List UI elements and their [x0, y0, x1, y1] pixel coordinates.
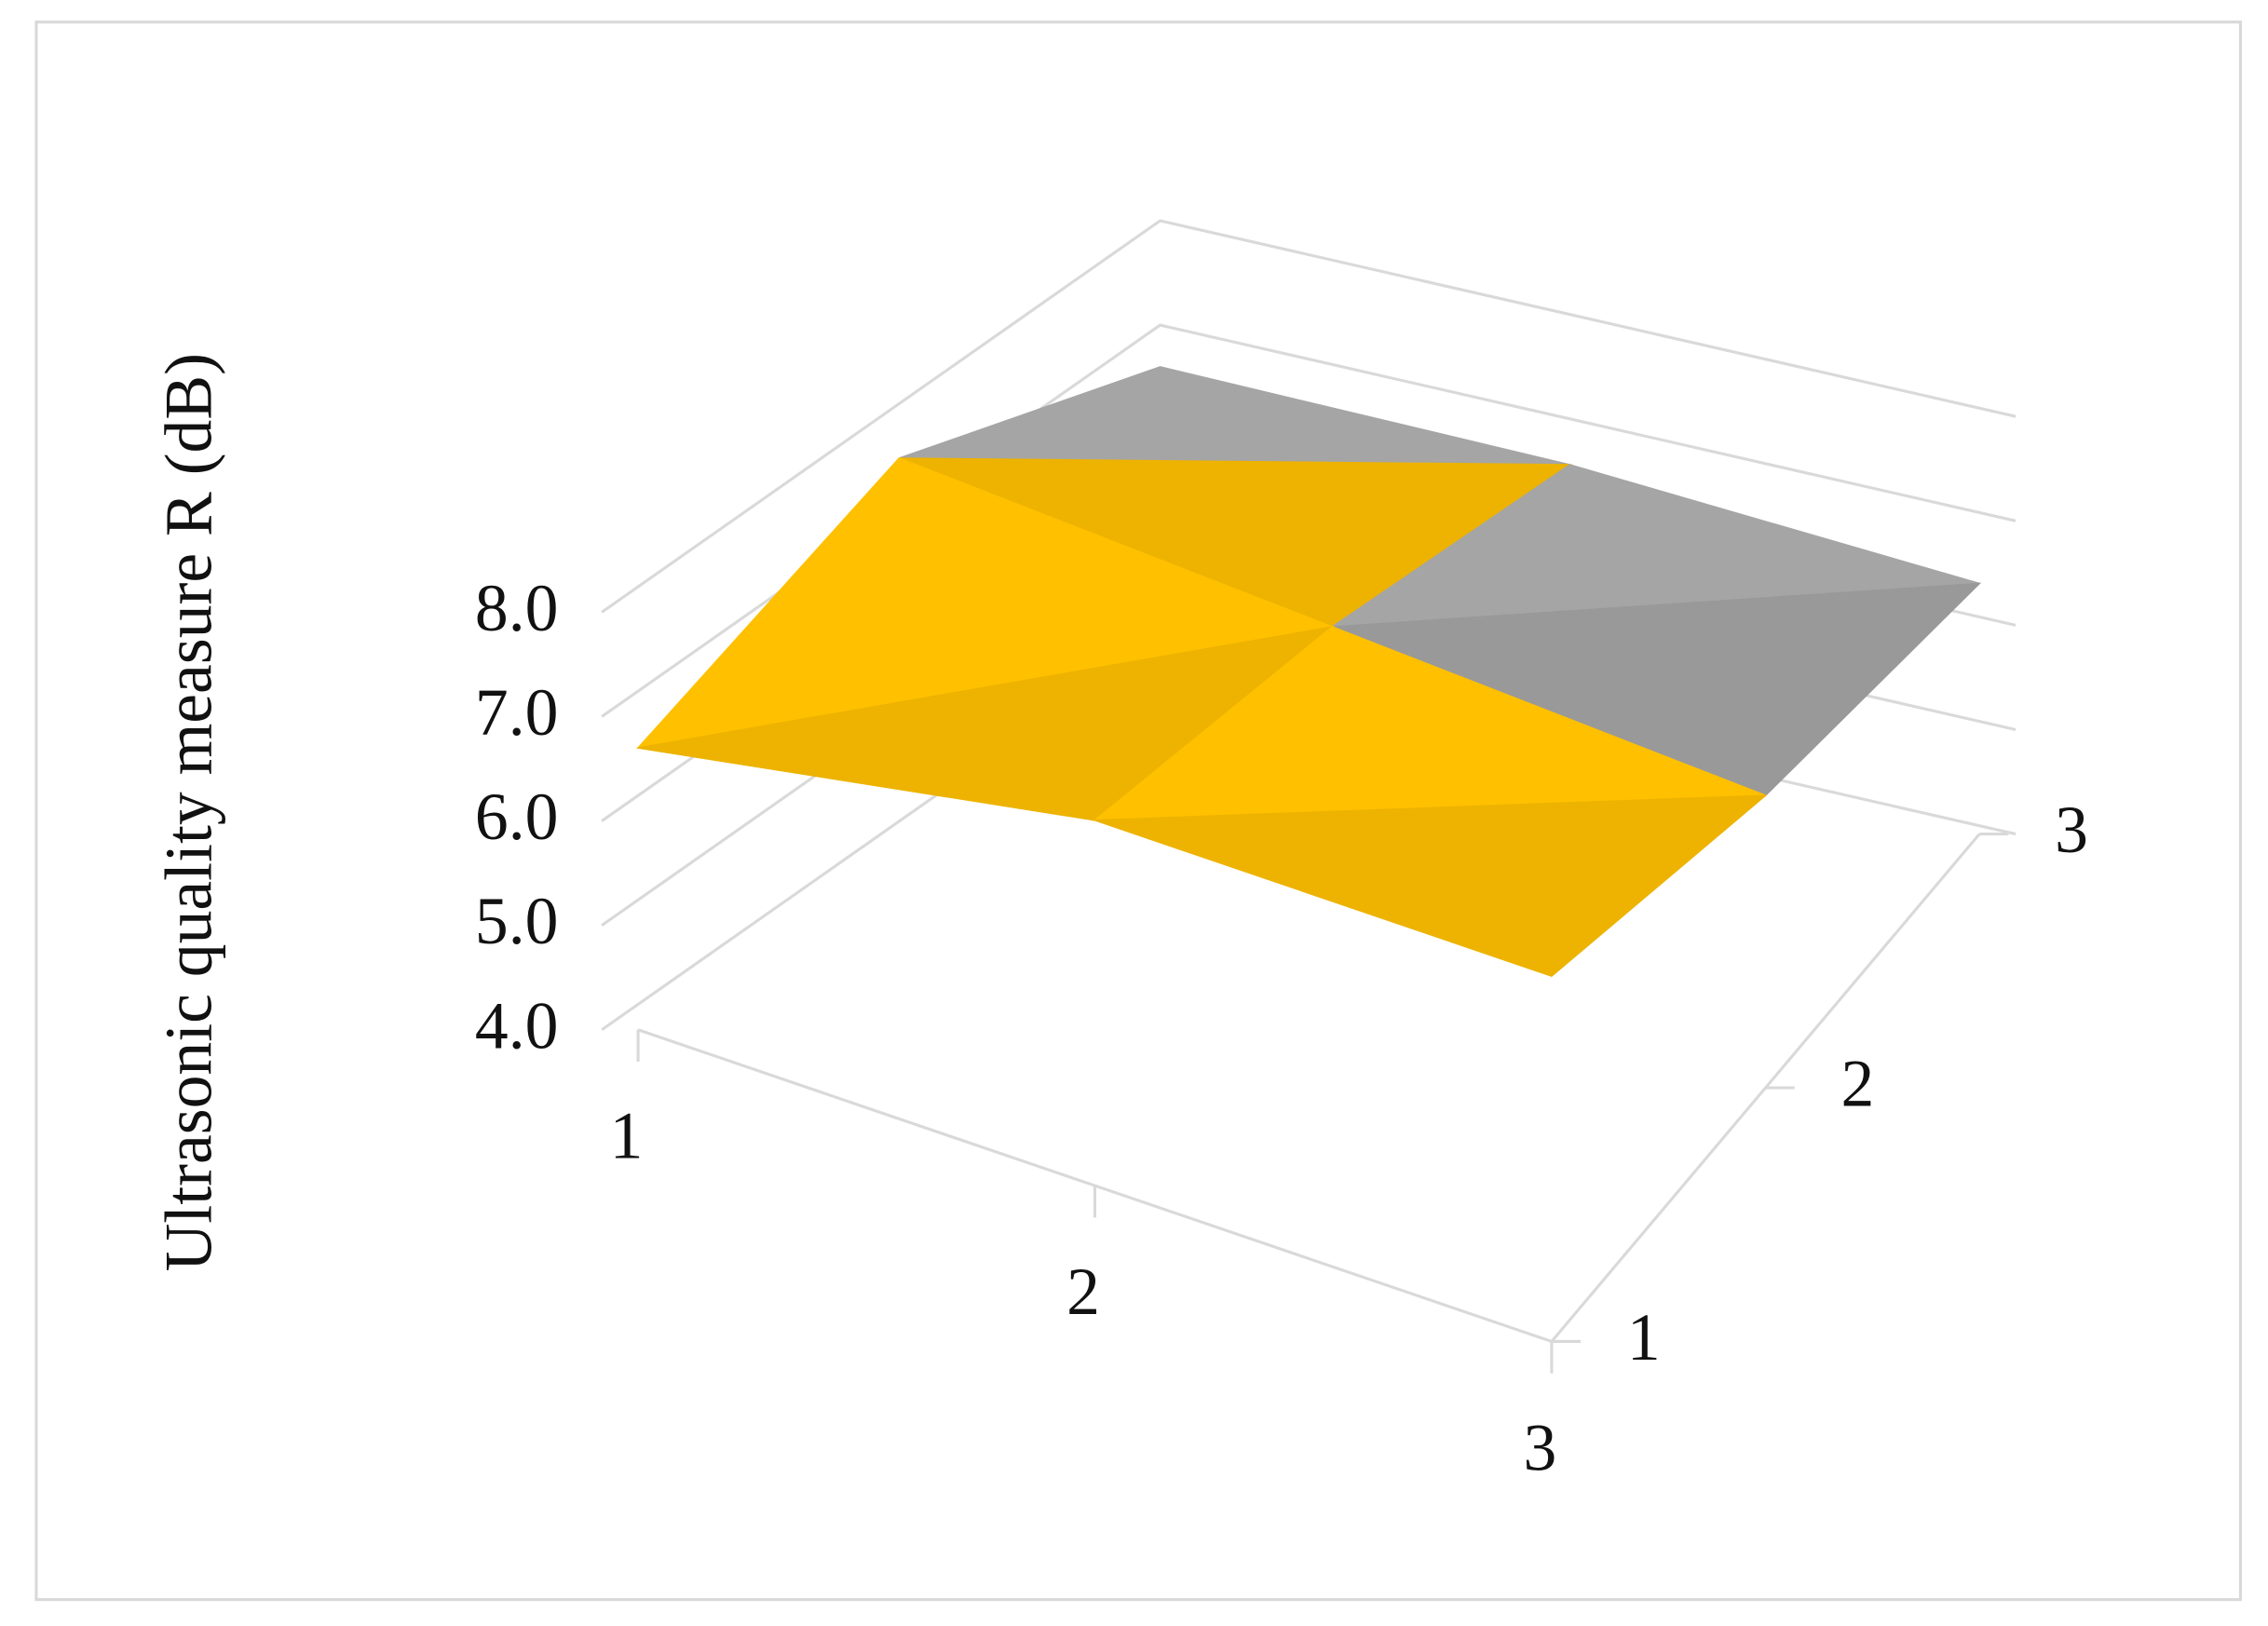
y-tick-label: 6.0 — [475, 780, 559, 854]
x-tick-label: 1 — [610, 1100, 644, 1173]
depth-tick-label: 2 — [1840, 1048, 1874, 1121]
depth-tick-label: 3 — [2055, 793, 2088, 867]
surface-facet — [1094, 794, 1768, 978]
y-axis-title: Ultrasonic quality measure R (dB) — [153, 353, 226, 1271]
y-tick-label: 4.0 — [475, 989, 559, 1063]
y-tick-label: 7.0 — [475, 676, 559, 750]
y-tick-label: 8.0 — [475, 572, 559, 645]
y-tick-label: 5.0 — [475, 885, 559, 958]
x-tick-label: 3 — [1524, 1411, 1557, 1484]
grid-line — [601, 219, 2017, 614]
x-tick-label: 2 — [1066, 1255, 1100, 1329]
depth-tick-label: 1 — [1627, 1301, 1661, 1375]
